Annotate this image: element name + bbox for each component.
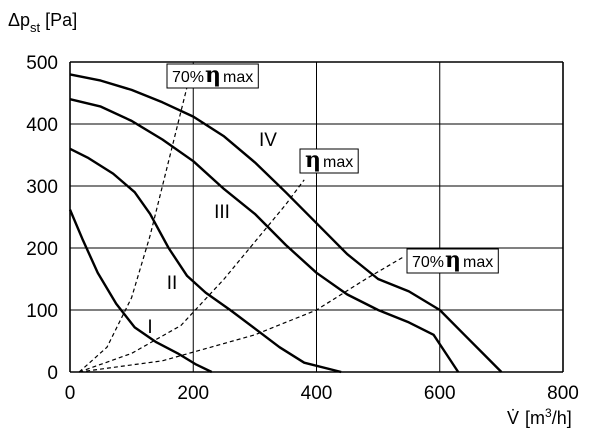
- efficiency-line: [78, 74, 191, 373]
- series-line-IV: [69, 73, 503, 373]
- y-tick-label: 300: [26, 177, 58, 198]
- y-tick-label: 0: [47, 363, 58, 384]
- y-tick-label: 100: [26, 301, 58, 322]
- curve-label-III: III: [214, 202, 230, 223]
- x-tick-label: 600: [424, 383, 456, 404]
- x-tick-label: 200: [177, 383, 209, 404]
- efficiency-label-text: 70%η max: [172, 62, 253, 88]
- tick-labels: 0 200 400 600 800 0 100 200 300 400 500: [26, 53, 579, 404]
- x-tick-label: 400: [301, 383, 333, 404]
- efficiency-line: [78, 179, 305, 373]
- curve-label-I: I: [147, 317, 152, 338]
- y-tick-label: 500: [26, 53, 58, 74]
- curve-label-IV: IV: [259, 130, 277, 151]
- efficiency-label-box: [406, 248, 499, 274]
- grid: [69, 61, 564, 373]
- x-tick-label: 800: [547, 383, 579, 404]
- efficiency-label-box: [299, 148, 359, 174]
- y-tick-label: 400: [26, 115, 58, 136]
- efficiency-label-box: [166, 63, 259, 89]
- x-tick-label: 0: [65, 383, 76, 404]
- efficiency-label: 70%η max: [166, 62, 259, 89]
- series-layer: [68, 73, 503, 374]
- curve-label-II: II: [167, 273, 178, 294]
- series-line-II: [69, 147, 342, 374]
- series-line-III: [69, 98, 460, 373]
- efficiency-line: [79, 256, 404, 373]
- series-line-I: [68, 209, 213, 374]
- efficiency-label-text: 70%η max: [412, 247, 493, 273]
- efficiency-layer: 70%η max η max 70%η max: [78, 62, 499, 373]
- efficiency-label-text: η max: [305, 147, 353, 173]
- y-axis-label: Δpst [Pa]: [8, 10, 77, 35]
- x-axis-label: V̇ [m3/h]: [507, 406, 572, 428]
- efficiency-label: η max: [299, 147, 359, 174]
- efficiency-label: 70%η max: [406, 247, 499, 274]
- y-tick-label: 200: [26, 239, 58, 260]
